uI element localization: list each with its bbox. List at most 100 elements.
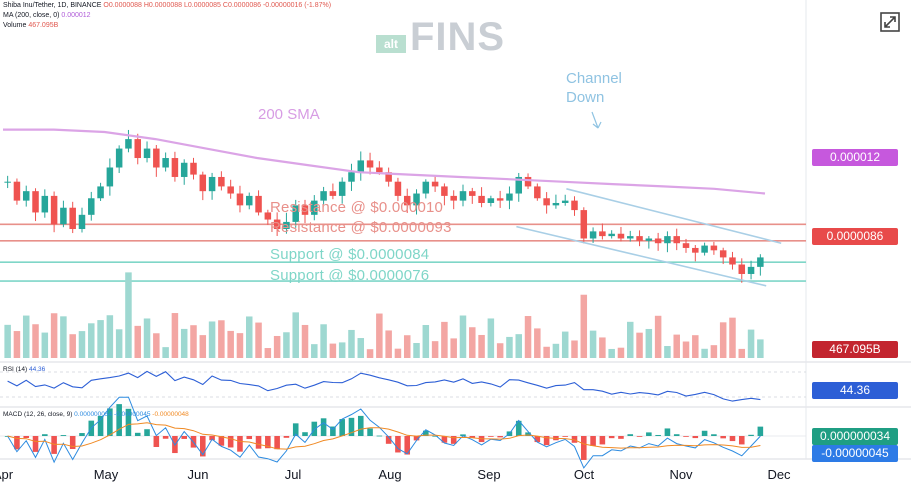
macd-signal-line	[7, 422, 761, 450]
volume-bar	[41, 332, 49, 358]
volume-bar	[301, 324, 309, 358]
volume-bar	[701, 348, 708, 358]
candle-body	[32, 191, 39, 213]
macd-histogram-bar	[385, 436, 392, 444]
candle-body	[738, 264, 746, 274]
candle-body	[441, 186, 448, 196]
macd-histogram-bar	[292, 423, 299, 436]
volume-bar	[506, 336, 513, 358]
macd-histogram-bar	[218, 436, 225, 446]
candle-body	[422, 181, 430, 194]
volume-badge: 467.095B	[812, 341, 898, 358]
volume-bar	[106, 315, 114, 358]
candle-body	[496, 198, 504, 201]
candle-body	[41, 195, 49, 213]
volume-bar	[589, 330, 597, 358]
macd-histogram-bar	[330, 426, 336, 436]
volume-bar	[645, 328, 653, 358]
candle-body	[236, 193, 244, 206]
candle-body	[376, 167, 383, 173]
macd-histogram-bar	[460, 434, 466, 436]
volume-bar	[199, 335, 207, 358]
candle-body	[664, 236, 671, 244]
macd-legend: MACD (12, 26, close, 9) 0.000000034 -0.0…	[3, 411, 189, 418]
macd-histogram-bar	[51, 436, 57, 454]
candle-body	[50, 195, 58, 225]
candle-body	[106, 167, 114, 187]
macd-histogram-bar	[32, 436, 39, 452]
candle-body	[283, 221, 290, 230]
volume-bar	[664, 346, 671, 358]
candle-body	[524, 176, 532, 187]
volume-bar	[78, 331, 86, 358]
macd-histogram-bar	[701, 430, 708, 436]
macd-histogram-bar	[134, 432, 141, 436]
volume-bar	[496, 343, 504, 358]
candle-body	[264, 212, 272, 220]
macd-histogram-bar	[320, 418, 327, 436]
volume-bar	[338, 342, 346, 358]
macd-histogram-bar	[107, 408, 113, 436]
sma200-line	[3, 128, 766, 195]
candle-body	[719, 250, 727, 258]
logo-alt: alt	[376, 35, 406, 53]
candle-body	[571, 200, 578, 211]
candle-body	[627, 236, 634, 239]
expand-icon[interactable]	[880, 12, 900, 32]
candle-body	[450, 195, 457, 201]
candle-body	[729, 257, 736, 265]
volume-legend: Volume 467.095B	[3, 22, 58, 29]
volume-bar	[4, 324, 11, 358]
candle-body	[199, 174, 207, 192]
volume-bar	[88, 323, 95, 358]
candle-body	[338, 181, 346, 196]
macd-histogram-bar	[432, 435, 438, 437]
macd-histogram-bar	[627, 434, 634, 436]
volume-bar	[608, 348, 615, 358]
candle-body	[710, 245, 718, 251]
macd-histogram-bar	[497, 436, 503, 438]
candle-body	[403, 195, 411, 206]
volume-bar	[292, 312, 299, 358]
volume-bar	[162, 347, 169, 358]
candle-body	[366, 160, 374, 168]
candle-body	[320, 191, 327, 201]
macd-histogram-bar	[274, 436, 280, 450]
volume-bar	[208, 321, 216, 358]
volume-bar	[422, 325, 430, 358]
candle-body	[413, 193, 420, 206]
volume-bar	[413, 343, 420, 358]
resistance-label-1: Resistance @ $0.000010	[270, 199, 444, 216]
volume-bar	[757, 339, 764, 358]
candle-body	[599, 231, 606, 237]
x-tick-dec: Dec	[767, 467, 791, 482]
candle-body	[636, 236, 643, 241]
candle-body	[747, 266, 755, 274]
macd-histogram-bar	[590, 436, 596, 446]
macd-histogram-bar	[757, 426, 764, 436]
candle-body	[552, 202, 560, 206]
altfins-logo: alt FINS	[376, 17, 505, 57]
candle-body	[180, 162, 188, 177]
macd-histogram-bar	[181, 436, 187, 439]
candle-body	[329, 191, 337, 196]
volume-bar	[69, 334, 76, 358]
macd-histogram-bar	[729, 436, 736, 442]
macd-label: MACD (12, 26, close, 9)	[3, 411, 73, 418]
macd-histogram-bar	[450, 436, 457, 444]
volume-bar	[264, 348, 272, 358]
macd-histogram-bar	[97, 415, 104, 436]
volume-bar	[636, 332, 643, 358]
macd-histogram-bar	[69, 436, 76, 449]
candle-body	[60, 207, 67, 225]
volume-bar	[617, 347, 625, 358]
macd-histogram-bar	[60, 435, 67, 436]
ma-price-badge: 0.000012	[812, 149, 898, 166]
volume-bar	[255, 322, 262, 358]
ohlc-values: O0.0000088 H0.0000088 L0.0000085 C0.0000…	[103, 2, 332, 9]
volume-bar	[719, 322, 727, 358]
rsi-legend: RSI (14) 44.36	[3, 366, 45, 373]
volume-bar	[571, 340, 578, 358]
volume-bar	[153, 333, 160, 358]
